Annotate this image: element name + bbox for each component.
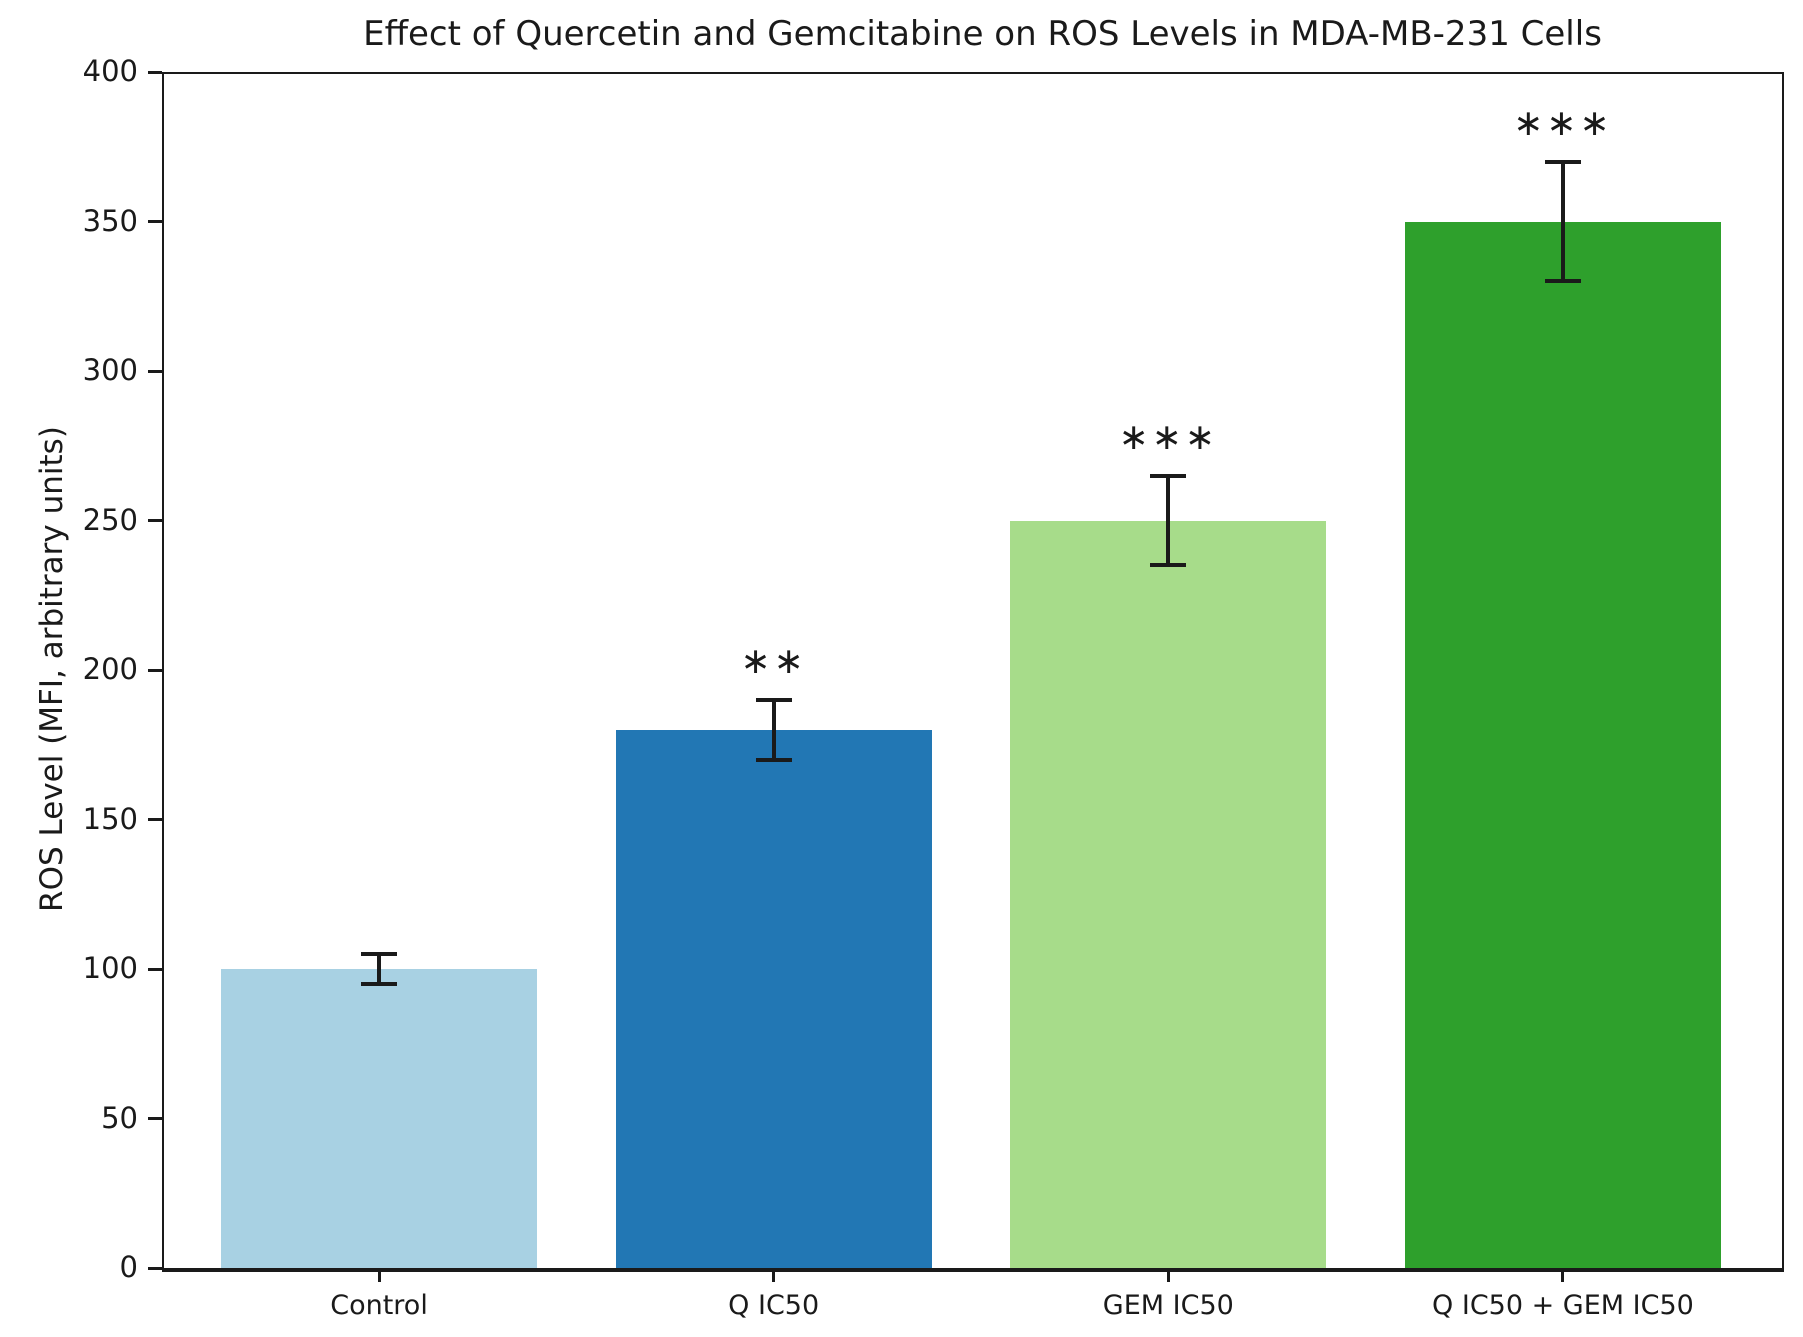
x-axis-label-q-ic50-gem-ic50: Q IC50 + GEM IC50 (1432, 1290, 1694, 1321)
y-axis-tick-mark (148, 70, 162, 74)
y-axis-tick-label: 350 (82, 203, 138, 238)
error-bar-cap-bottom-q-ic50 (755, 757, 792, 762)
significance-marker-gem-ic50: ∗∗∗ (1118, 416, 1219, 458)
y-axis-tick-mark (148, 1266, 162, 1270)
significance-marker-q-ic50-gem-ic50: ∗∗∗ (1513, 102, 1613, 144)
y-axis-tick-label: 200 (82, 652, 138, 686)
y-axis-tick-mark (148, 967, 162, 971)
error-bar-cap-bottom-gem-ic50 (1150, 563, 1187, 568)
y-axis-tick-label: 0 (119, 1250, 138, 1284)
y-axis-tick-mark (148, 818, 162, 821)
error-bar-cap-bottom-q-ic50-gem-ic50 (1544, 279, 1581, 284)
y-axis-tick-mark (148, 369, 162, 373)
y-axis-tick-label: 400 (82, 54, 138, 88)
x-axis-label-q-ic50: Q IC50 (728, 1290, 820, 1321)
bar-q-ic50 (615, 729, 932, 1268)
y-axis-tick-label: 300 (82, 353, 138, 387)
error-bar-gem-ic50 (1166, 475, 1171, 566)
y-axis-tick-label: 50 (101, 1100, 138, 1135)
y-axis-tick-mark (148, 1117, 162, 1120)
y-axis-tick-label: 250 (82, 502, 138, 537)
x-axis-tick-mark (772, 1270, 776, 1282)
x-axis-tick-mark (1561, 1270, 1565, 1282)
x-axis-tick-mark (377, 1270, 381, 1282)
error-bar-q-ic50 (771, 699, 776, 760)
error-bar-cap-top-control (361, 952, 398, 957)
error-bar-cap-bottom-control (361, 981, 398, 986)
bar-q-ic50-gem-ic50 (1404, 221, 1721, 1268)
bar-gem-ic50 (1010, 520, 1327, 1268)
y-axis-tick-label: 100 (82, 951, 138, 985)
error-bar-cap-top-q-ic50 (755, 697, 792, 702)
x-axis-spine (162, 1268, 1784, 1270)
y-axis-tick-mark (148, 519, 162, 522)
significance-marker-q-ic50: ∗∗ (740, 640, 807, 682)
y-axis-tick-mark (148, 668, 162, 672)
error-bar-control (377, 954, 382, 984)
bar-control (221, 969, 538, 1268)
error-bar-cap-top-gem-ic50 (1150, 473, 1187, 478)
x-axis-label-gem-ic50: GEM IC50 (1102, 1290, 1234, 1321)
chart-title: Effect of Quercetin and Gemcitabine on R… (363, 14, 1602, 54)
error-bar-q-ic50-gem-ic50 (1560, 161, 1565, 282)
y-axis-tick-mark (148, 220, 162, 223)
x-axis-tick-mark (1166, 1270, 1170, 1282)
error-bar-cap-top-q-ic50-gem-ic50 (1544, 159, 1581, 164)
x-axis-label-control: Control (330, 1290, 428, 1321)
y-axis-tick-label: 150 (82, 801, 138, 836)
